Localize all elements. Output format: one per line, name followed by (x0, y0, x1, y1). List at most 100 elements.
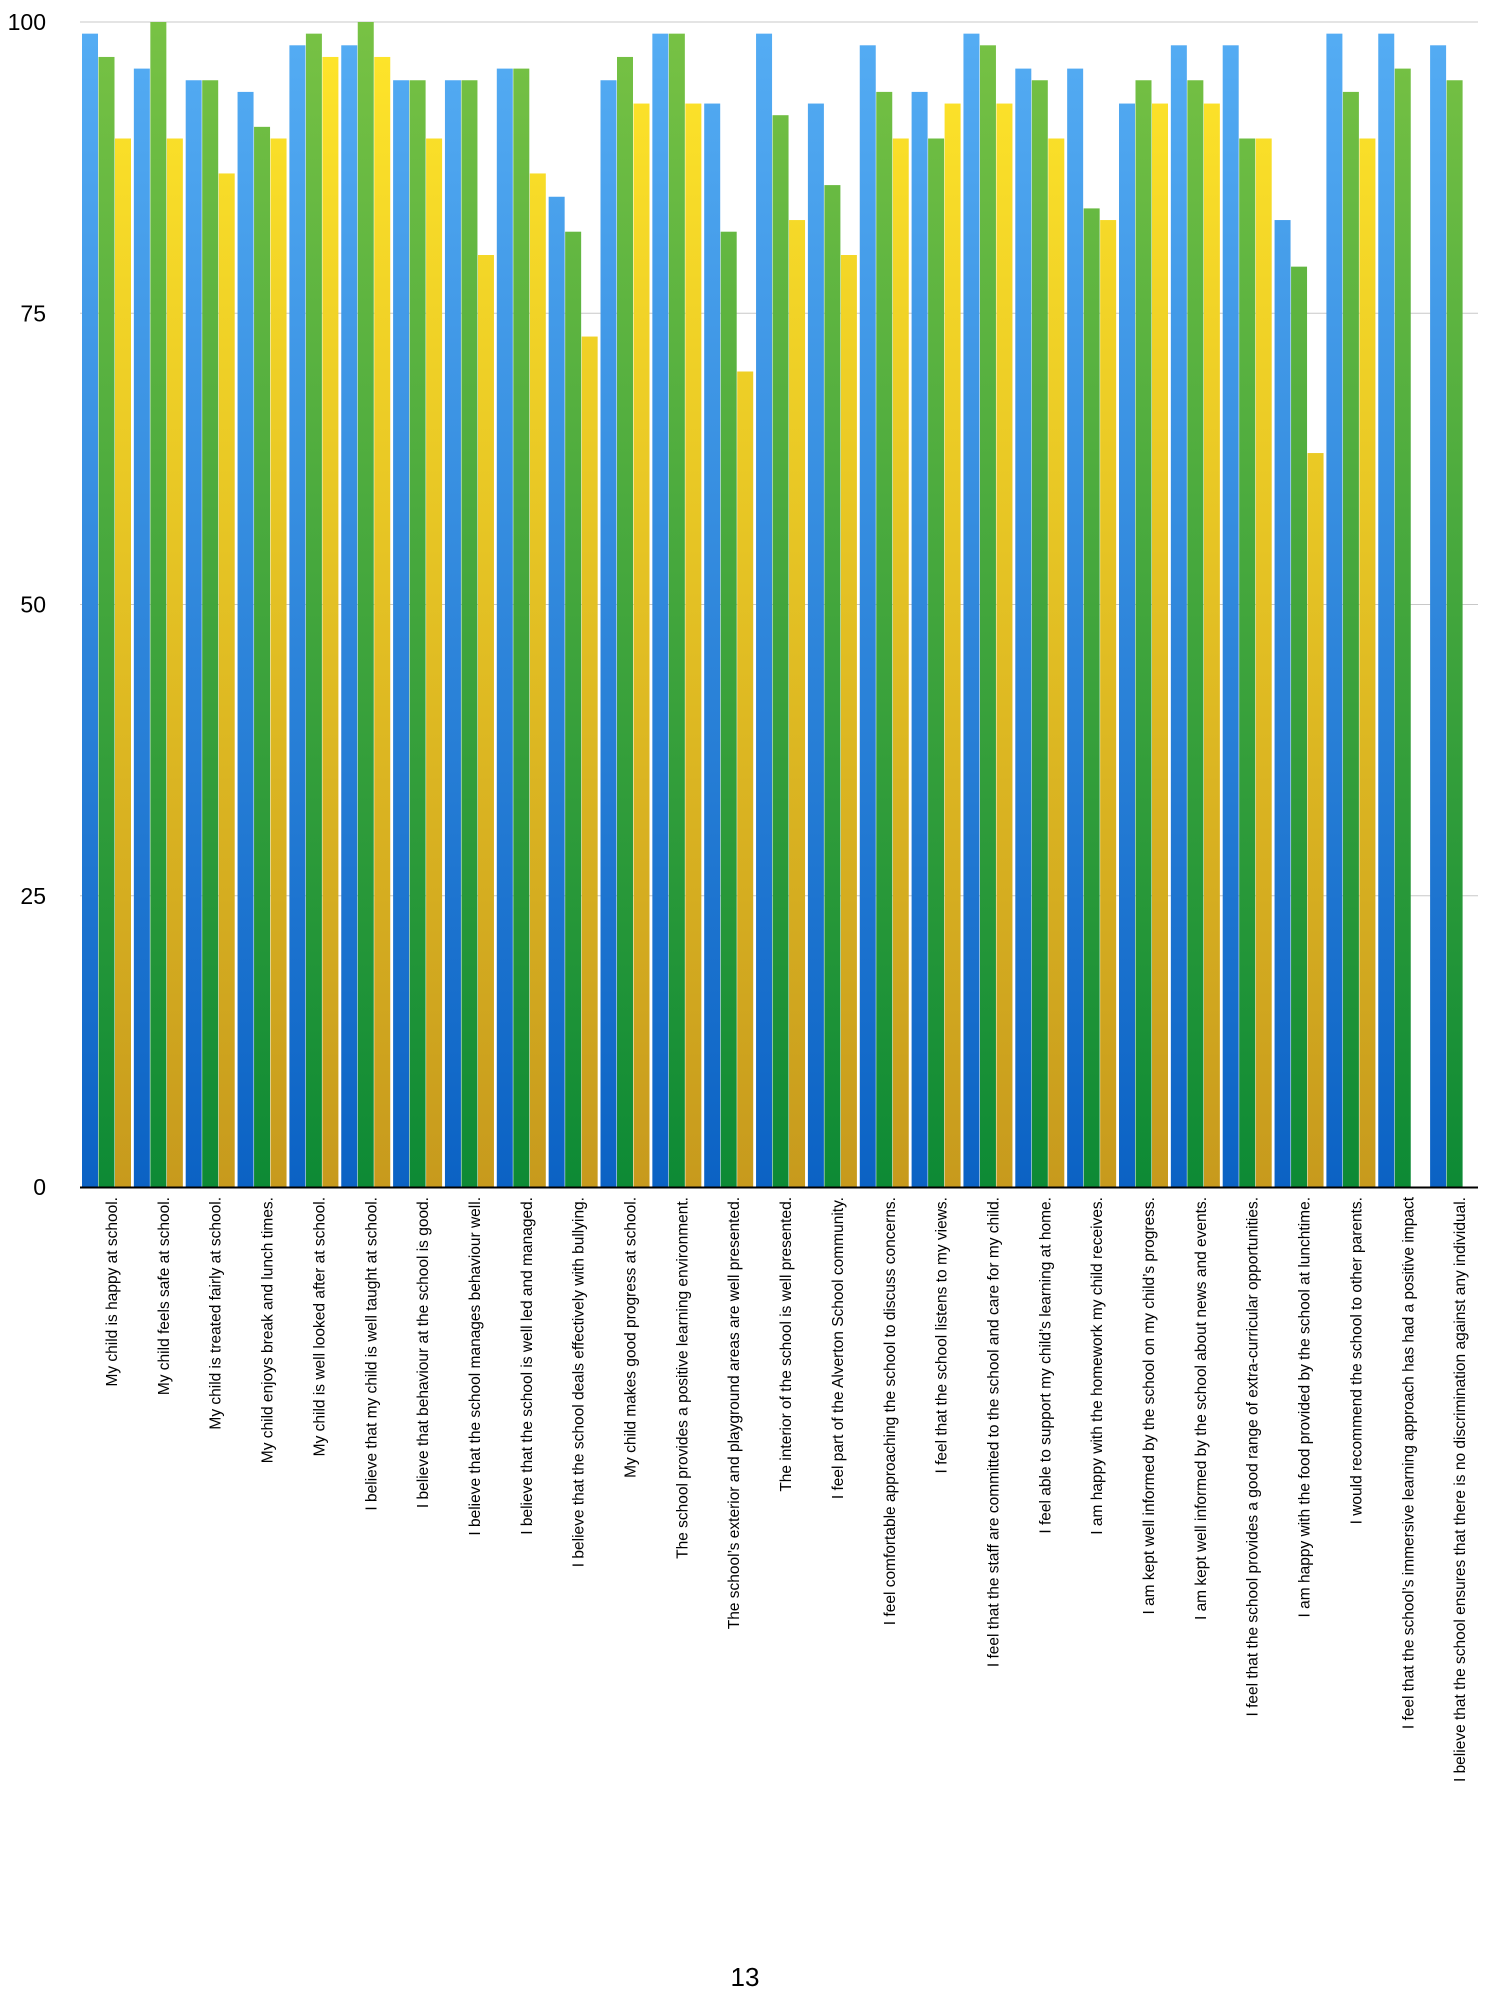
bar-s2-c26 (1394, 68, 1411, 1188)
bar-s3-c5 (322, 56, 339, 1188)
x-category-label-17: I feel that the school listens to my vie… (934, 1197, 951, 1474)
bar-s3-c14 (789, 220, 806, 1188)
x-category-label-26: I feel that the school’s immersive learn… (1400, 1196, 1417, 1729)
bar-s1-c12 (652, 33, 669, 1187)
bar-s3-c24 (1307, 453, 1324, 1187)
x-category-label-9: I believe that the school is well led an… (519, 1197, 536, 1535)
bar-s2-c18 (979, 45, 996, 1187)
x-category-label-12: The school provides a positive learning … (674, 1197, 691, 1559)
bar-s1-c4 (237, 91, 254, 1187)
x-category-label-8: I believe that the school manages behavi… (467, 1197, 484, 1536)
bar-s1-c22 (1170, 45, 1187, 1187)
x-category-label-25: I would recommend the school to other pa… (1348, 1197, 1365, 1524)
x-category-label-16: I feel comfortable approaching the schoo… (882, 1197, 899, 1625)
x-category-label-14: The interior of the school is well prese… (778, 1197, 795, 1492)
bar-s1-c15 (807, 103, 824, 1187)
x-category-label-3: My child is treated fairly at school. (208, 1197, 225, 1430)
bar-s1-c5 (289, 45, 306, 1187)
x-category-label-2: My child feels safe at school. (156, 1197, 173, 1395)
x-category-label-27: I believe that the school ensures that t… (1452, 1197, 1469, 1782)
bar-s2-c4 (254, 126, 271, 1188)
y-tick-label-100: 100 (8, 9, 46, 35)
bar-s3-c9 (529, 173, 546, 1187)
bar-s2-c1 (98, 56, 115, 1188)
x-category-label-6: I believe that my child is well taught a… (363, 1197, 380, 1511)
bar-s1-c9 (496, 68, 513, 1188)
bar-s3-c7 (426, 138, 443, 1187)
bar-s1-c23 (1222, 45, 1239, 1187)
y-axis-tick-labels: 0 25 50 75 100 (8, 9, 46, 1200)
bar-s2-c12 (668, 33, 685, 1187)
bar-s3-c22 (1203, 103, 1220, 1187)
bar-s2-c24 (1291, 266, 1308, 1187)
bars (82, 22, 1463, 1188)
bar-s1-c11 (600, 80, 617, 1187)
bar-s2-c2 (150, 22, 167, 1187)
bar-s1-c19 (1015, 68, 1032, 1188)
bar-s3-c11 (633, 103, 650, 1187)
bar-s3-c21 (1152, 103, 1168, 1187)
x-axis-category-labels: My child is happy at school. My child fee… (104, 1196, 1469, 1782)
bar-s2-c25 (1342, 91, 1359, 1187)
bar-s3-c2 (166, 138, 183, 1187)
bar-s3-c1 (115, 138, 131, 1187)
bar-s2-c7 (409, 80, 426, 1187)
bar-s2-c27 (1446, 80, 1463, 1187)
bar-s1-c18 (963, 33, 980, 1187)
x-category-label-22: I am kept well informed by the school ab… (1193, 1197, 1210, 1620)
bar-s1-c27 (1430, 45, 1447, 1187)
bar-s2-c23 (1239, 138, 1256, 1187)
bar-s1-c13 (704, 103, 721, 1187)
bar-s2-c11 (617, 56, 633, 1188)
bar-s3-c25 (1359, 138, 1376, 1187)
bar-s2-c14 (772, 115, 789, 1188)
bar-s2-c10 (565, 231, 582, 1187)
x-category-label-1: My child is happy at school. (104, 1197, 121, 1387)
bar-s3-c6 (374, 56, 391, 1188)
bar-s3-c16 (892, 138, 909, 1187)
x-category-label-19: I feel able to support my child’s learni… (1037, 1197, 1054, 1534)
bar-s1-c20 (1067, 68, 1084, 1188)
x-category-label-15: I feel part of the Alverton School commu… (830, 1197, 847, 1499)
x-category-label-13: The school’s exterior and playground are… (726, 1197, 743, 1629)
bar-s2-c16 (876, 91, 893, 1187)
bar-s1-c14 (756, 33, 773, 1187)
bar-s3-c8 (477, 255, 494, 1187)
x-category-label-4: My child enjoys break and lunch times. (260, 1197, 277, 1463)
bar-s3-c12 (685, 103, 702, 1187)
y-tick-label-75: 75 (20, 300, 46, 326)
bar-s2-c9 (513, 68, 530, 1188)
bar-s3-c18 (996, 103, 1013, 1187)
bar-s1-c25 (1326, 33, 1343, 1187)
bar-s1-c7 (393, 80, 410, 1187)
y-tick-label-25: 25 (20, 883, 46, 909)
bar-s1-c16 (859, 45, 876, 1187)
bar-s1-c10 (548, 196, 565, 1187)
bar-s1-c1 (82, 33, 98, 1187)
bar-s1-c21 (1119, 103, 1135, 1187)
y-tick-label-0: 0 (33, 1174, 46, 1200)
x-category-label-23: I feel that the school provides a good r… (1245, 1197, 1262, 1717)
bar-s3-c19 (1048, 138, 1065, 1187)
page-number: 13 (730, 1962, 760, 1992)
x-category-label-10: I believe that the school deals effectiv… (571, 1197, 588, 1567)
bar-s2-c19 (1031, 80, 1048, 1187)
y-tick-label-50: 50 (20, 592, 46, 618)
bar-s3-c4 (270, 138, 287, 1187)
bar-s3-c23 (1255, 138, 1272, 1187)
bar-s1-c6 (341, 45, 358, 1187)
bar-s2-c6 (357, 22, 374, 1187)
bar-s2-c22 (1187, 80, 1204, 1187)
bar-s3-c20 (1100, 220, 1117, 1188)
x-category-label-24: I am happy with the food provided by the… (1297, 1197, 1314, 1617)
bar-s1-c24 (1274, 220, 1291, 1188)
x-category-label-21: I am kept well informed by the school on… (1141, 1197, 1158, 1615)
bar-s1-c2 (133, 68, 150, 1188)
x-category-label-7: I believe that behaviour at the school i… (415, 1197, 432, 1508)
x-category-label-20: I am happy with the homework my child re… (1089, 1197, 1106, 1535)
bar-s2-c21 (1135, 80, 1152, 1187)
bar-s2-c13 (720, 231, 737, 1187)
bar-s2-c8 (461, 80, 478, 1187)
bar-s1-c17 (911, 91, 928, 1187)
